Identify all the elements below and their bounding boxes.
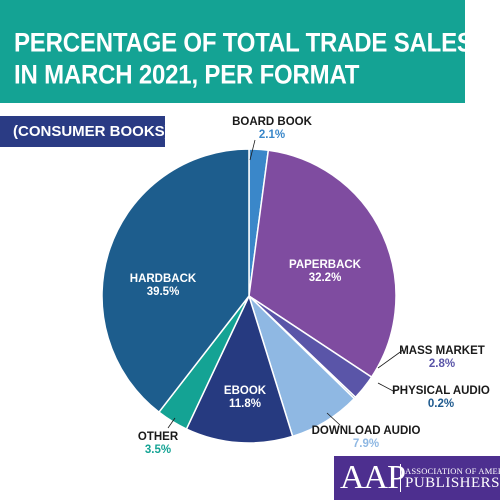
leader-line-physical-audio bbox=[377, 382, 396, 393]
pie-slices bbox=[101, 148, 397, 444]
aap-logo: AAP ASSOCIATION OF AMERICAN PUBLISHERS bbox=[334, 456, 500, 500]
slice-value-board-book: 2.1% bbox=[259, 129, 285, 141]
slice-ebook bbox=[185, 293, 294, 444]
slice-hardback bbox=[101, 148, 250, 414]
slice-label-other: OTHER bbox=[138, 431, 179, 443]
logo-text-line-1: ASSOCIATION OF AMERICAN bbox=[405, 466, 500, 476]
slice-label-paperback: PAPERBACK bbox=[289, 259, 362, 271]
slice-value-paperback: 32.2% bbox=[309, 272, 342, 284]
chart-title-line-2: IN MARCH 2021, PER FORMAT bbox=[14, 60, 360, 91]
slice-label-ebook: EBOOK bbox=[224, 385, 267, 397]
slice-value-ebook: 11.8% bbox=[229, 398, 261, 410]
slice-value-download-audio: 7.9% bbox=[353, 438, 379, 450]
chart-subtitle: (CONSUMER BOOKS) bbox=[13, 123, 170, 140]
chart-title-line-1: PERCENTAGE OF TOTAL TRADE SALES bbox=[14, 28, 473, 59]
leader-line-download-audio bbox=[326, 412, 341, 426]
leader-line-board-book bbox=[249, 139, 256, 161]
slice-label-physical-audio: PHYSICAL AUDIO bbox=[392, 385, 490, 397]
slice-label-download-audio: DOWNLOAD AUDIO bbox=[312, 425, 421, 437]
slice-label-board-book: BOARD BOOK bbox=[232, 116, 313, 128]
subtitle-banner: (CONSUMER BOOKS) bbox=[0, 116, 170, 147]
logo-divider bbox=[400, 464, 401, 492]
leader-lines bbox=[167, 139, 404, 429]
logo-text-line-2: PUBLISHERS bbox=[405, 475, 500, 491]
leader-line-other bbox=[167, 417, 176, 429]
slice-label-mass-market: MASS MARKET bbox=[399, 345, 485, 357]
title-banner: PERCENTAGE OF TOTAL TRADE SALES IN MARCH… bbox=[0, 0, 473, 103]
logo-mark: AAP bbox=[340, 459, 406, 496]
slice-value-other: 3.5% bbox=[145, 444, 171, 456]
slice-value-hardback: 39.5% bbox=[147, 286, 180, 298]
slice-value-physical-audio: 0.2% bbox=[428, 398, 454, 410]
leader-line-mass-market bbox=[377, 349, 404, 369]
slice-paperback bbox=[248, 149, 397, 379]
slice-label-hardback: HARDBACK bbox=[130, 273, 197, 285]
slice-value-mass-market: 2.8% bbox=[429, 358, 455, 370]
